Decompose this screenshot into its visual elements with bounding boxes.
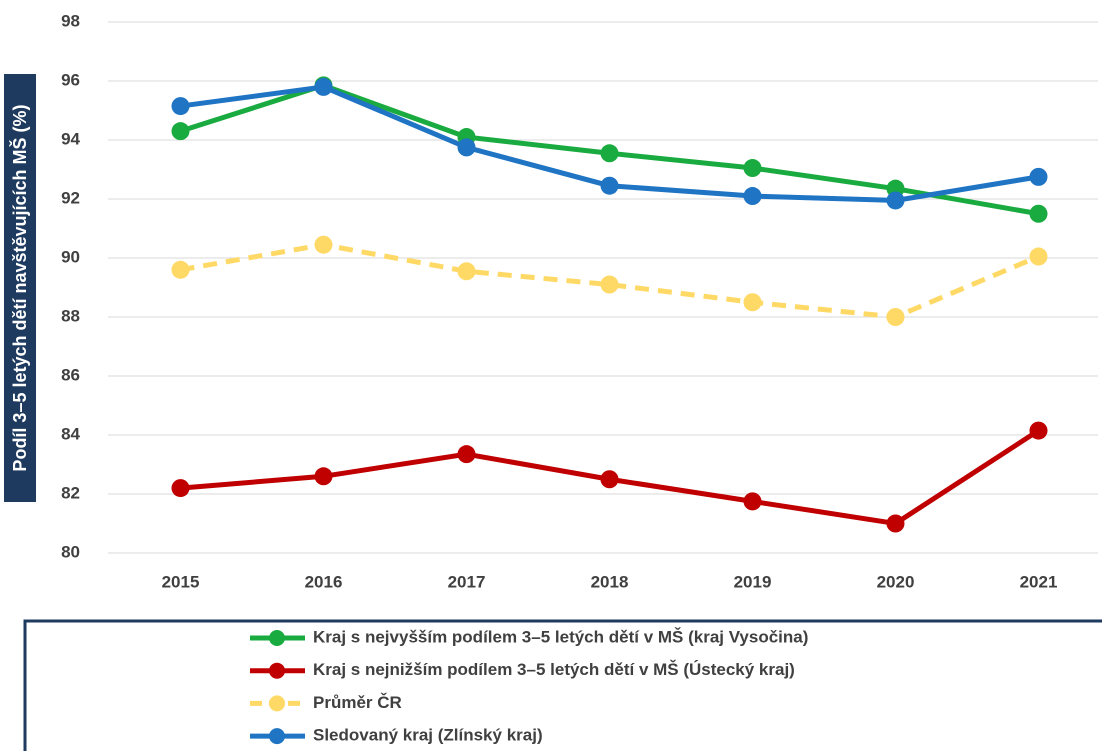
data-point xyxy=(600,470,619,489)
legend-label: Průměr ČR xyxy=(313,693,402,712)
data-point xyxy=(457,138,476,157)
data-point xyxy=(171,260,190,279)
legend-label: Sledovaný kraj (Zlínský kraj) xyxy=(313,726,543,745)
data-point xyxy=(600,275,619,294)
y-tick-label: 84 xyxy=(61,424,80,443)
data-point xyxy=(1029,247,1048,266)
data-point xyxy=(743,187,762,206)
y-axis-label: Podíl 3–5 letých dětí navštěvujících MŠ … xyxy=(9,104,30,471)
data-point xyxy=(171,97,190,116)
legend-marker xyxy=(269,630,285,646)
x-tick-label: 2018 xyxy=(591,572,629,591)
data-point xyxy=(314,77,333,96)
legend-label: Kraj s nejnižším podílem 3–5 letých dětí… xyxy=(313,660,795,679)
x-tick-label: 2016 xyxy=(305,572,343,591)
legend-label: Kraj s nejvyšším podílem 3–5 letých dětí… xyxy=(313,627,808,646)
data-point xyxy=(171,479,190,498)
y-tick-label: 88 xyxy=(61,306,80,325)
y-tick-label: 82 xyxy=(61,483,80,502)
y-tick-label: 96 xyxy=(61,70,80,89)
data-point xyxy=(1029,167,1048,186)
x-tick-label: 2017 xyxy=(448,572,486,591)
data-point xyxy=(886,191,905,210)
data-point xyxy=(314,235,333,254)
x-tick-label: 2021 xyxy=(1020,572,1058,591)
legend-box xyxy=(23,619,1102,751)
x-tick-label: 2015 xyxy=(162,572,200,591)
data-point xyxy=(600,176,619,195)
data-point xyxy=(457,262,476,281)
legend-marker xyxy=(269,695,285,712)
data-point xyxy=(600,144,619,163)
data-point xyxy=(886,514,905,533)
data-point xyxy=(1029,421,1048,440)
y-tick-label: 98 xyxy=(61,11,80,30)
y-tick-label: 80 xyxy=(61,542,80,561)
data-point xyxy=(314,467,333,486)
data-point xyxy=(1029,204,1048,223)
legend-marker xyxy=(269,662,285,679)
data-point xyxy=(457,445,476,464)
y-tick-label: 86 xyxy=(61,365,80,384)
y-tick-label: 94 xyxy=(61,129,80,148)
data-point xyxy=(743,159,762,178)
data-point xyxy=(743,293,762,312)
x-tick-label: 2020 xyxy=(877,572,915,591)
data-point xyxy=(171,122,190,141)
y-label-box xyxy=(4,74,36,502)
data-point xyxy=(886,308,905,326)
y-tick-label: 90 xyxy=(61,247,80,266)
y-tick-label: 92 xyxy=(61,188,80,207)
x-tick-label: 2019 xyxy=(734,572,772,591)
data-point xyxy=(743,492,762,511)
legend-marker xyxy=(269,728,285,745)
